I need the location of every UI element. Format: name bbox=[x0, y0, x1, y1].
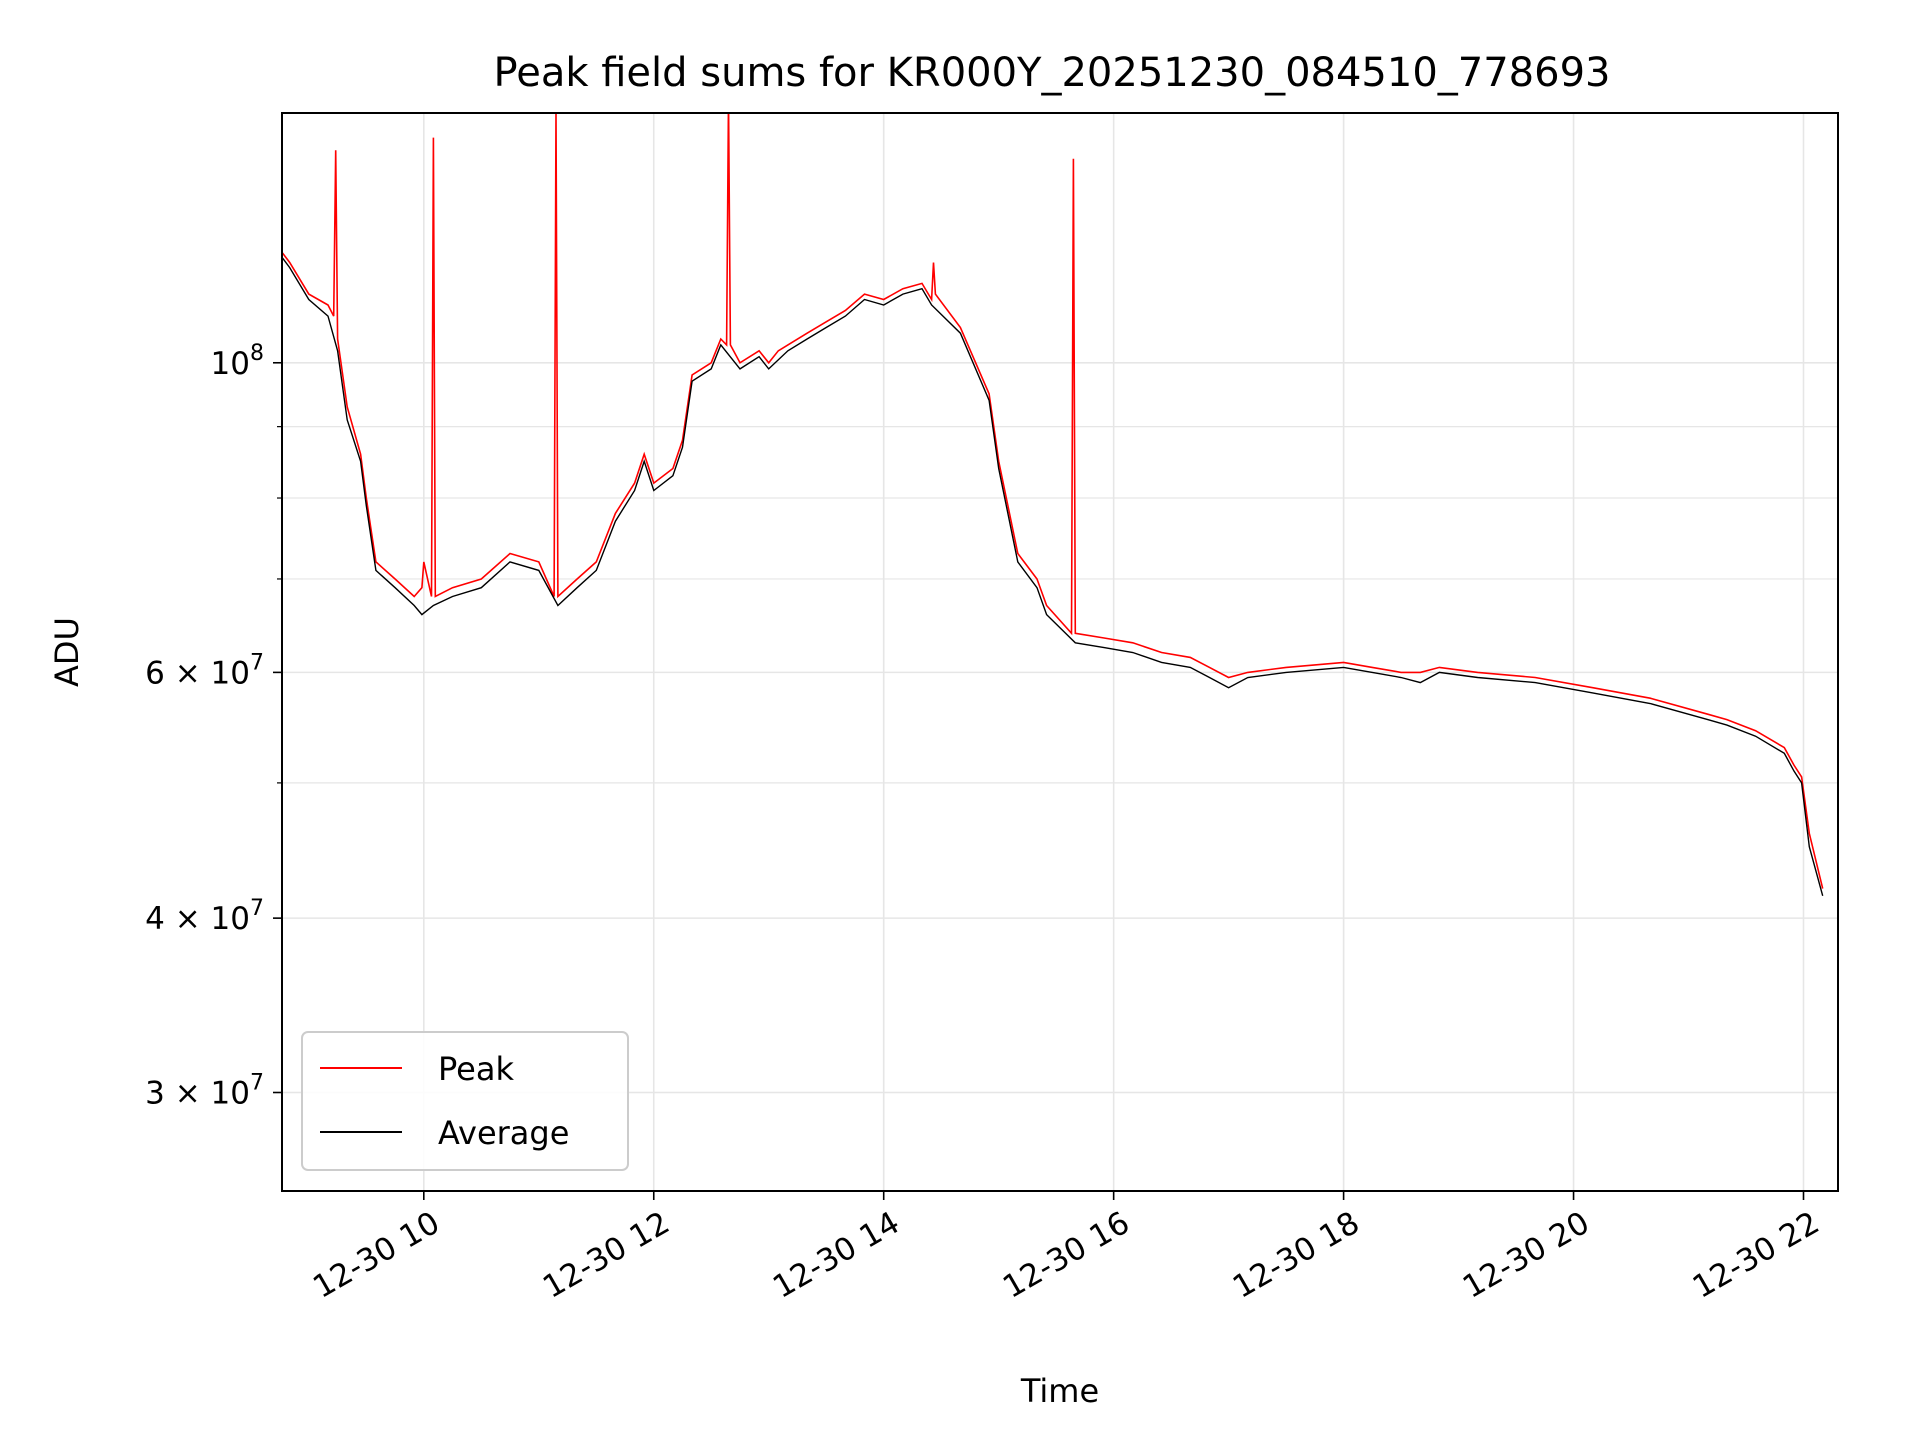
x-axis-label: Time bbox=[1020, 1372, 1099, 1410]
plot-layer bbox=[282, 113, 1824, 896]
axes-frame bbox=[281, 112, 1839, 1192]
y-tick-label: 4 × 107 bbox=[145, 896, 264, 937]
y-tick-label: 6 × 107 bbox=[145, 650, 264, 691]
series-line-average bbox=[282, 256, 1824, 896]
legend-label-peak: Peak bbox=[438, 1050, 514, 1088]
y-tick-layer: 108 6 × 107 4 × 107 3 × 107 bbox=[145, 341, 282, 1111]
y-tick-label: 108 bbox=[211, 341, 264, 382]
chart-title: Peak field sums for KR000Y_20251230_0845… bbox=[494, 50, 1611, 96]
series-line-peak bbox=[282, 113, 1824, 889]
legend: Peak Average bbox=[301, 1031, 629, 1171]
legend-box bbox=[301, 1031, 629, 1171]
y-axis-label: ADU bbox=[48, 617, 86, 687]
y-tick-label: 3 × 107 bbox=[145, 1070, 264, 1111]
legend-label-average: Average bbox=[438, 1114, 569, 1152]
